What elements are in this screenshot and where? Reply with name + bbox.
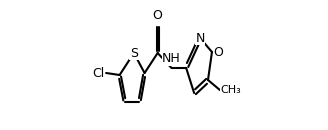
Text: CH₃: CH₃ (220, 85, 241, 95)
Text: S: S (130, 47, 138, 60)
Text: NH: NH (162, 52, 181, 65)
Text: O: O (213, 46, 223, 58)
Text: Cl: Cl (92, 67, 105, 80)
Text: N: N (195, 31, 205, 44)
Text: O: O (153, 9, 163, 22)
